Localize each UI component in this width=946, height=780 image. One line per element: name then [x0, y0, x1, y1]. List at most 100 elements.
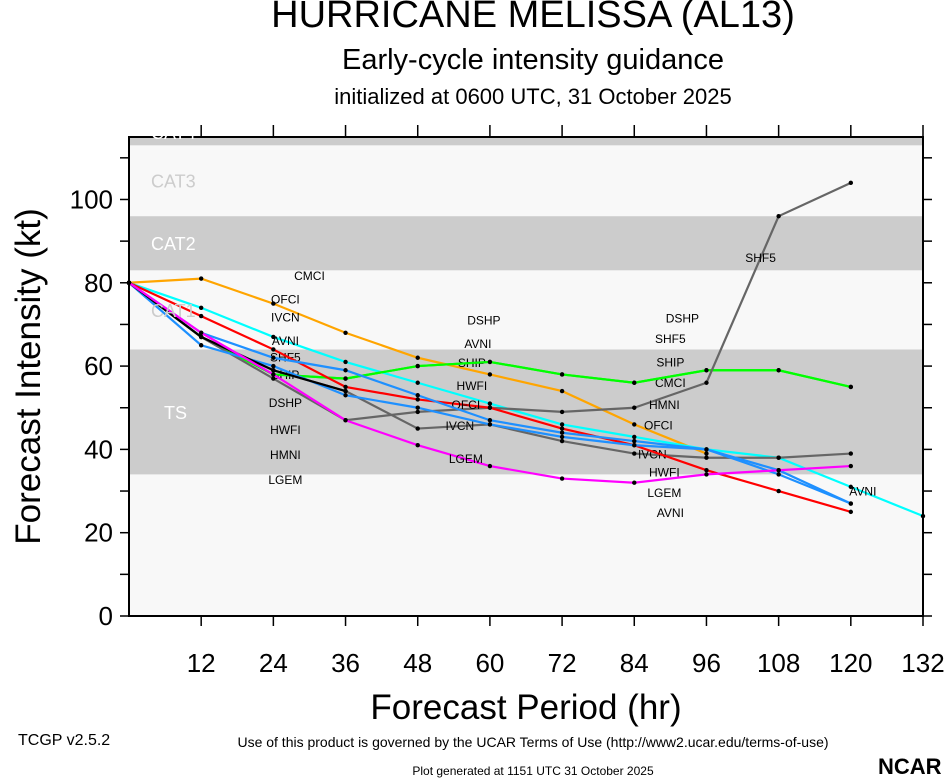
data-point: [559, 438, 565, 444]
data-point: [848, 509, 854, 515]
x-tick-label: 96: [692, 648, 721, 678]
data-point: [559, 426, 565, 431]
band-cat4: [129, 137, 923, 146]
series-label: LGEM: [268, 473, 302, 487]
series-label: AVNI: [272, 334, 299, 348]
data-point: [415, 355, 420, 360]
series-label: DSHP: [269, 396, 302, 410]
data-point: [632, 380, 637, 385]
series-label: HMNI: [649, 398, 680, 412]
data-point: [198, 343, 204, 348]
data-point: [415, 363, 420, 369]
series-label: IVCN: [638, 448, 667, 462]
series-label: DSHP: [467, 313, 500, 327]
data-point: [343, 388, 348, 394]
series-label: AVNI: [464, 337, 491, 351]
series-line: [128, 281, 924, 518]
data-point: [776, 213, 781, 219]
data-point: [198, 276, 204, 281]
data-point: [271, 372, 276, 377]
data-point: [198, 305, 204, 310]
data-point: [704, 380, 709, 385]
band-cat2: [129, 216, 923, 271]
data-point: [704, 447, 709, 452]
data-point: [776, 472, 781, 477]
data-point: [848, 451, 854, 456]
x-tick-label: 108: [757, 648, 800, 678]
data-point: [415, 405, 420, 410]
chart-title: HURRICANE MELISSA (AL13): [271, 0, 795, 36]
series-label: SHIP: [656, 356, 684, 370]
data-point: [704, 472, 709, 477]
data-point: [632, 422, 637, 427]
series-avni: AVNI AVNI AVNI AVNI: [126, 280, 926, 520]
data-point: [415, 397, 420, 402]
data-point: [632, 443, 637, 448]
data-point: [559, 476, 565, 481]
band-ts: [129, 349, 923, 475]
data-point: [487, 463, 493, 469]
x-tick-label: 48: [403, 648, 432, 678]
data-point: [559, 434, 565, 440]
series-lgem: LGEM LGEM LGEM: [126, 280, 854, 500]
x-tick-label: 60: [475, 648, 504, 678]
series-label: HWFI: [457, 379, 488, 393]
x-axis-label: Forecast Period (hr): [370, 688, 681, 727]
data-point: [271, 368, 276, 373]
y-axis-label: Forecast Intensity (kt): [9, 208, 48, 544]
data-point: [271, 363, 276, 369]
data-point: [776, 488, 781, 494]
data-point: [559, 372, 565, 377]
data-point: [632, 405, 637, 410]
series-label: CMCI: [655, 376, 686, 390]
band-label-cat2: CAT2: [151, 234, 196, 254]
x-tick-label: 24: [259, 648, 288, 678]
series-label: LGEM: [647, 486, 681, 500]
data-point: [704, 468, 709, 473]
data-point: [776, 368, 781, 373]
series-label: IVCN: [271, 311, 300, 325]
data-point: [487, 359, 493, 365]
data-point: [632, 451, 637, 456]
x-tick-label: 84: [620, 648, 649, 678]
data-point: [343, 359, 348, 365]
series-label: OFCI: [271, 293, 300, 307]
series-label: SHF5: [745, 251, 776, 265]
data-point: [271, 376, 276, 381]
data-point: [848, 384, 854, 390]
data-point: [343, 384, 348, 390]
x-tick-label: 120: [829, 648, 872, 678]
series-label: AVNI: [657, 506, 684, 520]
data-point: [848, 463, 854, 469]
series-label: IVCN: [445, 419, 474, 433]
y-tick-label: 0: [99, 601, 113, 631]
band-cat3: [129, 145, 923, 217]
y-tick-label: 80: [84, 268, 113, 298]
data-point: [848, 501, 854, 506]
series-label: CMCI: [294, 269, 325, 283]
data-point: [704, 455, 709, 460]
x-tick-label: 12: [187, 648, 216, 678]
series-label: LGEM: [449, 452, 483, 466]
series-label: DSHP: [666, 311, 699, 325]
data-point: [487, 405, 493, 410]
series-label: OFCI: [644, 419, 673, 433]
data-point: [848, 484, 854, 490]
data-point: [343, 376, 348, 381]
data-point: [343, 330, 348, 335]
x-tick-label: 132: [901, 648, 944, 678]
plot-frame: [128, 136, 924, 617]
data-point: [415, 409, 420, 415]
data-point: [632, 480, 637, 485]
series-hwfi: HWFI HWFI HWFI: [126, 280, 854, 506]
data-point: [559, 422, 565, 427]
series-dshp: DSHP DSHP DSHP: [126, 280, 854, 410]
y-tick-label: 100: [70, 184, 113, 214]
band-label-cat4: CAT4: [151, 123, 196, 143]
band-label-cat1: CAT1: [151, 301, 196, 321]
data-point: [343, 368, 348, 373]
data-point: [271, 347, 276, 352]
band-cat1: [129, 270, 923, 350]
data-point: [487, 422, 493, 427]
y-tick-label: 40: [84, 434, 113, 464]
